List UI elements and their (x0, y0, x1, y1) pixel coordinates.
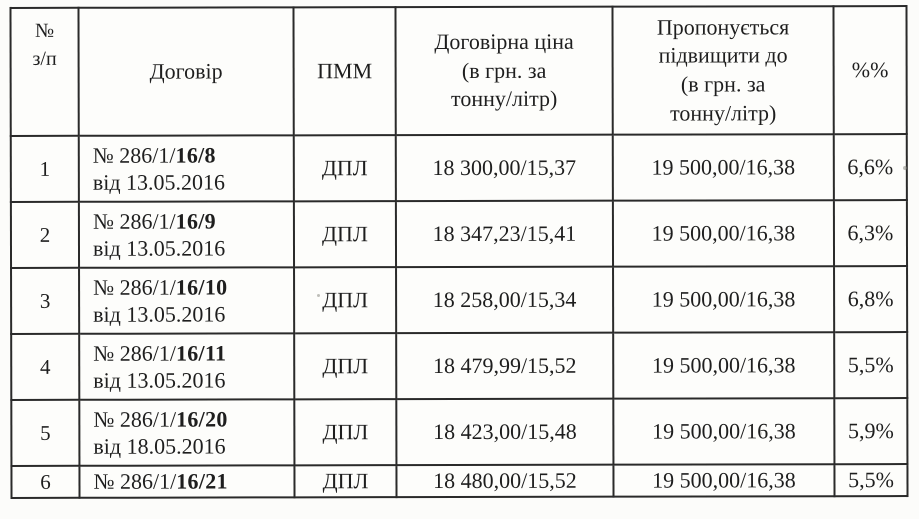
contract-cell: № 286/1/16/21 (79, 465, 295, 498)
contract-number-prefix: № 286/1/ (93, 468, 177, 495)
header-percent: %% (833, 6, 907, 135)
proposed-price-cell: 19 500,00/16,38 (612, 134, 834, 201)
percent-cell: 6,3% (833, 200, 908, 267)
table-row: 5 № 286/1/16/20 від 18.05.2016 ДПЛ 18 42… (11, 398, 908, 466)
contract-price-cell: 18 300,00/15,37 (395, 134, 613, 202)
contract-number-line: № 286/1/16/20 (93, 405, 293, 433)
header-contract: Договір (78, 7, 294, 136)
contract-price-cell: 18 479,99/15,52 (396, 332, 614, 400)
contract-price-cell: 18 258,00/15,34 (396, 266, 614, 334)
contract-cell: № 286/1/16/11 від 13.05.2016 (79, 333, 295, 400)
table-row: 6 № 286/1/16/21 ДПЛ 18 480,00/15,52 19 5… (11, 464, 908, 498)
fuel-type-cell: ДПЛ (293, 135, 396, 202)
fuel-type-cell: ДПЛ (293, 201, 397, 268)
contract-date-line: від 13.05.2016 (93, 301, 226, 327)
contract-price-cell: 18 423,00/15,48 (396, 398, 614, 466)
proposed-price-cell: 19 500,00/16,38 (613, 332, 835, 399)
contract-number-bold: 16/8 (175, 142, 216, 168)
proposed-price-cell: 19 500,00/16,38 (613, 464, 835, 497)
contract-number-line: № 286/1/16/9 (93, 207, 293, 235)
table-row: 2 № 286/1/16/9 від 13.05.2016 ДПЛ 18 347… (10, 200, 908, 268)
contract-price-cell: 18 480,00/15,52 (396, 464, 614, 498)
contract-cell: № 286/1/16/10 від 13.05.2016 (79, 267, 295, 334)
contract-number-prefix: № 286/1/ (92, 208, 176, 234)
percent-cell: 6,8% (834, 266, 908, 333)
table-header-row: № з/п Договір ПММ Договірна ціна (в грн.… (10, 6, 907, 136)
contract-cell: № 286/1/16/9 від 13.05.2016 (78, 201, 295, 268)
contract-price-cell: 18 347,23/15,41 (395, 200, 614, 268)
contract-number-bold: 16/9 (175, 208, 216, 234)
contract-date-line: від 13.05.2016 (92, 235, 226, 261)
fuel-type-cell: ДПЛ (294, 399, 397, 466)
contract-number-prefix: № 286/1/ (93, 274, 176, 300)
percent-cell: 5,5% (834, 332, 908, 399)
percent-cell: 6,6% (833, 134, 907, 201)
contracts-price-table: № з/п Договір ПММ Договірна ціна (в грн.… (9, 5, 909, 499)
scan-speck (903, 166, 907, 170)
row-number-cell: 2 (10, 201, 80, 268)
contract-number-line: № 286/1/16/11 (93, 339, 293, 367)
header-proposed-price: Пропонується підвищити до (в грн. за тон… (612, 6, 834, 135)
scan-speck (760, 432, 762, 435)
header-fuel-type: ПММ (293, 7, 396, 136)
header-row-number: № з/п (10, 7, 79, 136)
percent-cell: 5,9% (834, 398, 908, 465)
row-number-cell: 6 (11, 465, 80, 498)
proposed-price-cell: 19 500,00/16,38 (612, 200, 835, 267)
table-row: 4 № 286/1/16/11 від 13.05.2016 ДПЛ 18 47… (11, 332, 908, 400)
row-number-cell: 3 (11, 267, 80, 334)
row-number-cell: 1 (10, 135, 79, 202)
fuel-type-cell: ДПЛ (294, 267, 397, 334)
contract-number-line: № 286/1/16/8 (93, 141, 293, 169)
contract-date-line: від 13.05.2016 (92, 169, 226, 195)
contract-number-bold: 16/21 (176, 468, 228, 494)
contract-number-prefix: № 286/1/ (93, 340, 176, 366)
proposed-price-cell: 19 500,00/16,38 (613, 266, 835, 333)
fuel-type-cell: ДПЛ (294, 333, 397, 400)
proposed-price-cell: 19 500,00/16,38 (613, 398, 835, 465)
contract-date-line: від 13.05.2016 (93, 367, 226, 393)
contract-number-prefix: № 286/1/ (92, 142, 176, 168)
row-number-cell: 4 (11, 333, 80, 400)
contract-cell: № 286/1/16/20 від 18.05.2016 (79, 399, 295, 466)
contract-number-line: № 286/1/16/10 (93, 273, 293, 301)
percent-cell: 5,5% (834, 464, 908, 497)
row-number-cell: 5 (11, 399, 80, 466)
scan-speck (317, 294, 320, 297)
table-row: 3 № 286/1/16/10 від 13.05.2016 ДПЛ 18 25… (11, 266, 908, 334)
contract-number-line: № 286/1/16/21 (93, 468, 293, 496)
header-contract-price: Договірна ціна (в грн. за тонну/літр) (395, 6, 613, 136)
contract-cell: № 286/1/16/8 від 13.05.2016 (78, 135, 294, 202)
contract-number-bold: 16/11 (175, 339, 227, 366)
contract-number-prefix: № 286/1/ (93, 406, 177, 432)
contract-number-bold: 16/20 (176, 405, 228, 432)
fuel-type-cell: ДПЛ (294, 465, 397, 498)
table-row: 1 № 286/1/16/8 від 13.05.2016 ДПЛ 18 300… (10, 134, 907, 202)
contract-number-bold: 16/10 (175, 273, 228, 300)
contract-date-line: від 18.05.2016 (93, 433, 226, 459)
